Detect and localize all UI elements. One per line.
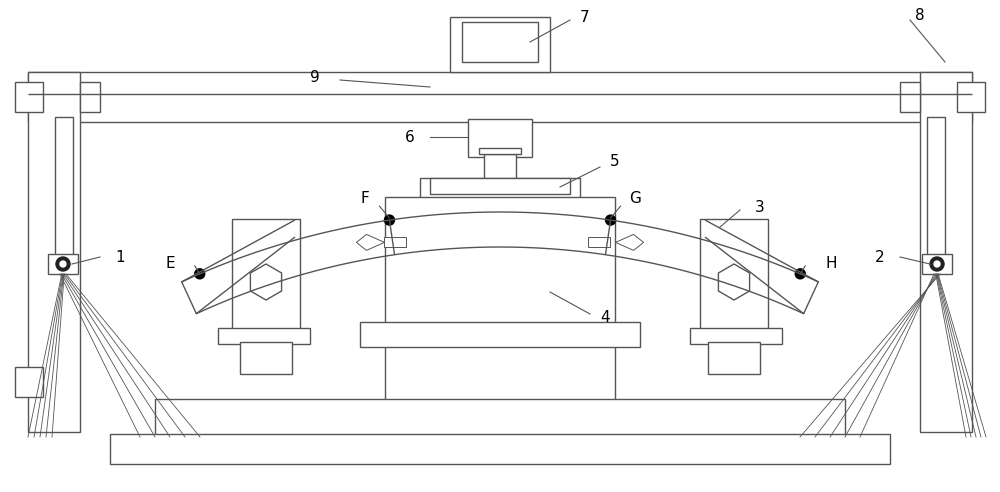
Circle shape <box>384 215 394 225</box>
Text: 4: 4 <box>600 309 610 325</box>
Text: G: G <box>630 190 641 206</box>
Text: 9: 9 <box>310 69 320 85</box>
Bar <box>588 238 610 247</box>
Bar <box>922 254 952 274</box>
Text: 8: 8 <box>915 7 925 23</box>
Bar <box>155 399 845 437</box>
Text: 3: 3 <box>755 199 765 215</box>
Bar <box>479 148 521 154</box>
Text: E: E <box>165 256 175 271</box>
Text: 6: 6 <box>405 129 415 145</box>
Text: F: F <box>360 190 369 206</box>
Bar <box>15 82 43 112</box>
Bar <box>80 82 100 112</box>
Bar <box>110 434 890 464</box>
Bar <box>55 117 73 262</box>
Circle shape <box>60 261 66 267</box>
Bar <box>430 178 570 194</box>
Bar <box>218 328 310 344</box>
Bar <box>28 72 972 122</box>
Bar <box>708 342 760 374</box>
Bar <box>420 178 580 204</box>
Bar <box>900 82 920 112</box>
Bar <box>240 342 292 374</box>
Bar <box>450 17 550 72</box>
Bar <box>484 154 516 182</box>
Text: 5: 5 <box>610 154 620 170</box>
Circle shape <box>795 269 805 279</box>
Bar <box>48 254 78 274</box>
Bar <box>700 219 768 337</box>
Bar <box>15 367 43 397</box>
Bar <box>920 72 972 432</box>
Bar <box>28 72 80 432</box>
Bar <box>927 117 945 262</box>
Bar <box>957 82 985 112</box>
Bar <box>232 219 300 337</box>
Text: 1: 1 <box>115 249 125 265</box>
Bar <box>360 322 640 347</box>
Text: 7: 7 <box>580 9 590 25</box>
Circle shape <box>930 257 944 271</box>
Text: 2: 2 <box>875 249 885 265</box>
Circle shape <box>606 215 616 225</box>
Circle shape <box>195 269 205 279</box>
Bar <box>468 119 532 157</box>
Circle shape <box>934 261 940 267</box>
Bar <box>384 238 406 247</box>
Circle shape <box>56 257 70 271</box>
Text: H: H <box>825 256 837 271</box>
Bar <box>385 197 615 412</box>
Bar <box>462 22 538 62</box>
Bar <box>690 328 782 344</box>
